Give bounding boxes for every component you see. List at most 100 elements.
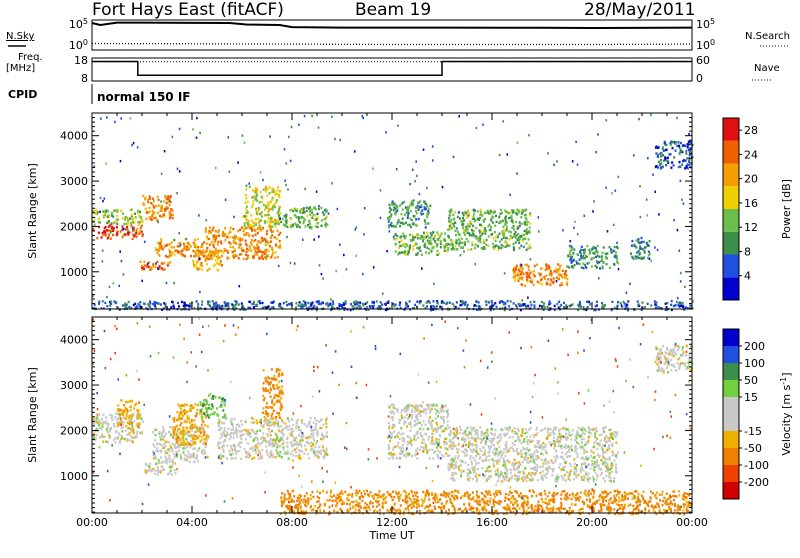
velocity-cell [290, 453, 292, 455]
power-cell [250, 250, 252, 252]
power-cell [290, 218, 292, 220]
velocity-cell [217, 414, 219, 416]
power-cell [455, 230, 457, 232]
velocity-cell [275, 441, 277, 443]
velocity-cell [194, 403, 196, 405]
power-speckle [606, 119, 608, 121]
power-cell [521, 223, 523, 225]
power-cell [439, 306, 441, 308]
noise-right-tick: 105 [696, 17, 715, 31]
power-cell [167, 262, 169, 264]
power-cell [683, 159, 685, 161]
power-cell [376, 300, 378, 302]
velocity-cell [326, 426, 328, 428]
velocity-cell [145, 471, 147, 473]
power-cell [456, 248, 458, 250]
power-cell [426, 232, 428, 234]
velocity-cell [105, 440, 107, 442]
power-cell [306, 215, 308, 217]
velocity-cell [233, 437, 235, 439]
power-speckle [298, 124, 300, 126]
power-cell [529, 244, 531, 246]
velocity-cell [419, 449, 421, 451]
power-speckle [562, 229, 564, 231]
power-cell [437, 250, 439, 252]
power-cell [212, 300, 214, 302]
velocity-cell [308, 457, 310, 459]
power-cell [394, 225, 396, 227]
power-cell [428, 252, 430, 254]
power-cell [571, 262, 573, 264]
power-cell [237, 230, 239, 232]
velocity-cell [306, 437, 308, 439]
velocity-cell [127, 410, 129, 412]
power-cell [462, 227, 464, 229]
power-cell [202, 250, 204, 252]
nsearch-line [92, 44, 692, 45]
velocity-cell [298, 434, 300, 436]
power-cell [276, 222, 278, 224]
velocity-cell [162, 431, 164, 433]
velocity-cell [395, 408, 397, 410]
nave-right-tick: 60 [696, 54, 710, 67]
velocity-cell [414, 420, 416, 422]
velocity-cell [295, 455, 297, 457]
power-cell [240, 243, 242, 245]
velocity-cell [204, 424, 206, 426]
power-cell [637, 241, 639, 243]
power-cell [509, 238, 511, 240]
power-cell [152, 263, 154, 265]
power-cell [544, 278, 546, 280]
power-cell [193, 265, 195, 267]
power-cell [129, 218, 131, 220]
power-cell [611, 301, 613, 303]
power-cell [409, 204, 411, 206]
power-cell [267, 202, 269, 204]
power-cell [251, 243, 253, 245]
power-cell [261, 196, 263, 198]
power-speckle [363, 233, 365, 235]
power-cell [217, 241, 219, 243]
velocity-cell [203, 431, 205, 433]
power-speckle [454, 248, 456, 250]
power-cell [581, 246, 583, 248]
power-cell [392, 303, 394, 305]
power-speckle [196, 137, 198, 139]
power-cell [215, 230, 217, 232]
power-cell [238, 246, 240, 248]
velocity-cell [251, 417, 253, 419]
power-cell [211, 251, 213, 253]
power-cell [482, 248, 484, 250]
velocity-cell [235, 453, 237, 455]
power-speckle [556, 280, 558, 282]
power-cell [169, 213, 171, 215]
power-cell [412, 239, 414, 241]
power-cell [399, 204, 401, 206]
velocity-cell [105, 416, 107, 418]
velocity-cell [272, 454, 274, 456]
power-ytick-label: 4000 [60, 130, 88, 143]
power-cell [689, 164, 691, 166]
power-cell [246, 251, 248, 253]
power-cell [533, 284, 535, 286]
power-cell [132, 218, 134, 220]
power-cell [428, 248, 430, 250]
power-cell [208, 238, 210, 240]
velocity-cell [206, 403, 208, 405]
power-speckle [601, 256, 603, 258]
velocity-cell [107, 423, 109, 425]
power-cell [403, 243, 405, 245]
power-cell [155, 205, 157, 207]
power-cell [530, 271, 532, 273]
power-cell [638, 238, 640, 240]
power-cell [593, 257, 595, 259]
power-cell [480, 224, 482, 226]
power-cell [577, 304, 579, 306]
velocity-cell [180, 458, 182, 460]
power-cell [513, 272, 515, 274]
power-cell [464, 243, 466, 245]
power-cell [648, 251, 650, 253]
power-cell [672, 141, 674, 143]
power-cell [170, 306, 172, 308]
velocity-cell [272, 413, 274, 415]
